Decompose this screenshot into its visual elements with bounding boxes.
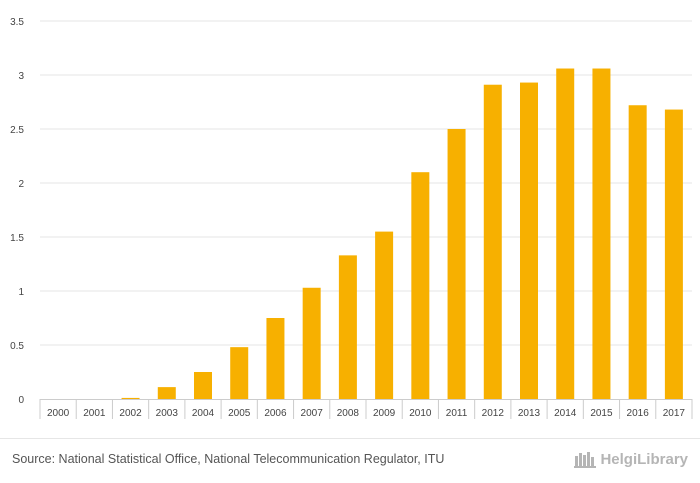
bar-2008	[338, 255, 357, 399]
bar-2002	[121, 397, 140, 399]
x-tick-label: 2001	[83, 408, 106, 419]
bar-2014	[556, 68, 575, 400]
bar-2017	[664, 109, 683, 399]
x-tick-label: 2007	[301, 408, 324, 419]
bar-2016	[628, 105, 647, 400]
bar-2007	[302, 287, 321, 399]
bar-chart: 00.511.522.533.5 2000 2001 2002 2003 2004 200…	[10, 17, 693, 419]
brand-name: HelgiLibrary	[600, 450, 688, 468]
bar-2006	[266, 318, 285, 399]
x-tick-label: 2002	[119, 408, 142, 419]
x-tick-label: 2017	[663, 408, 686, 419]
bar-2004	[194, 372, 212, 399]
footer-divider	[0, 438, 700, 439]
x-tick-label: 2016	[627, 408, 650, 419]
y-tick-label: 2.5	[10, 125, 24, 136]
y-tick-label: 0.5	[10, 341, 24, 352]
x-tick-label: 2009	[373, 408, 396, 419]
x-tick-label: 2015	[590, 408, 613, 419]
bar-2015	[592, 68, 611, 400]
bar-2005	[230, 347, 249, 399]
bar-2010	[411, 172, 430, 399]
x-axis-tick-labels: 2000 2001 2002 2003 2004 2005 2006 2007 2008 2009…	[47, 408, 685, 419]
y-tick-label: 0	[18, 395, 24, 406]
bar-2011	[447, 129, 466, 399]
brand[interactable]: HelgiLibrary	[574, 448, 688, 470]
bar-2003	[157, 387, 176, 399]
bar-2013	[520, 82, 538, 399]
y-tick-label: 2	[18, 179, 24, 190]
bars	[121, 68, 683, 400]
x-tick-label: 2011	[446, 408, 468, 419]
x-tick-label: 2000	[47, 408, 70, 419]
x-tick-label: 2003	[156, 408, 179, 419]
x-tick-label: 2004	[192, 408, 215, 419]
gridlines	[40, 20, 692, 346]
library-logo-icon	[574, 452, 597, 468]
y-tick-label: 1.5	[10, 233, 24, 244]
y-tick-label: 1	[18, 287, 24, 298]
x-tick-label: 2013	[518, 408, 541, 419]
x-tick-label: 2006	[264, 408, 287, 419]
x-tick-label: 2014	[554, 408, 577, 419]
y-axis-tick-labels: 0 0.5 1 1.5 2 2.5 3 3.5	[10, 17, 24, 406]
x-tick-label: 2012	[482, 408, 505, 419]
x-tick-label: 2005	[228, 408, 251, 419]
y-tick-label: 3	[18, 71, 24, 82]
x-axis	[39, 399, 693, 419]
source-note: Source: National Statistical Office, Nat…	[12, 452, 445, 466]
x-tick-label: 2010	[409, 408, 432, 419]
bar-2012	[483, 84, 502, 399]
y-tick-label: 3.5	[10, 17, 24, 28]
x-tick-label: 2008	[337, 408, 360, 419]
bar-2009	[375, 231, 394, 399]
